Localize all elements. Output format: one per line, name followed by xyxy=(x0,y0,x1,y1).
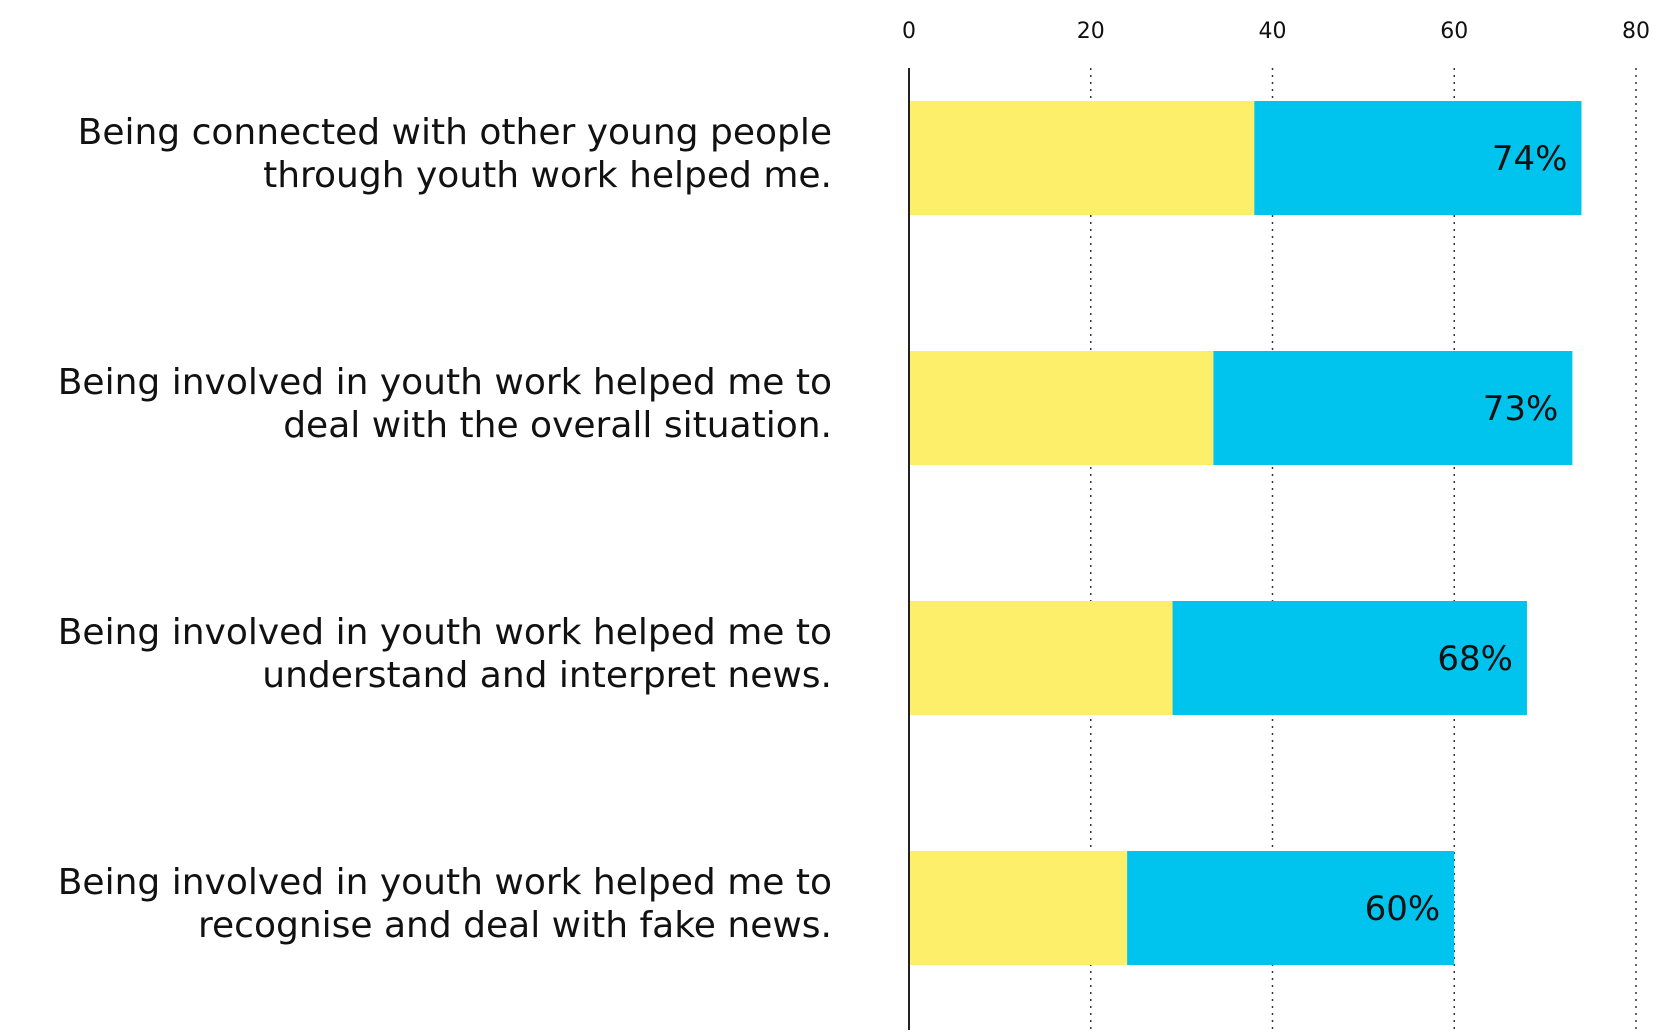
x-axis: 0 20 40 60 80 xyxy=(902,19,1650,1030)
category-labels: Being connected with other young peoplet… xyxy=(58,112,832,946)
category-label: understand and interpret news. xyxy=(262,655,832,696)
data-label: 68% xyxy=(1437,639,1513,679)
category-label: through youth work helped me. xyxy=(263,155,832,196)
category-label: Being connected with other young people xyxy=(78,112,832,153)
data-labels: 74% 73% 68% 60% xyxy=(1365,139,1568,929)
bar-segment-1 xyxy=(909,351,1214,465)
x-tick-label: 40 xyxy=(1259,19,1287,44)
bar-segment-1 xyxy=(909,601,1173,715)
bar-segment-2 xyxy=(1127,851,1455,965)
x-tick-label: 20 xyxy=(1077,19,1105,44)
bar-segment-2 xyxy=(1254,101,1582,215)
data-label: 73% xyxy=(1483,389,1559,429)
data-label: 60% xyxy=(1365,889,1441,929)
bars xyxy=(909,101,1582,965)
category-label: Being involved in youth work helped me t… xyxy=(58,362,832,403)
x-tick-label: 60 xyxy=(1440,19,1468,44)
bar-segment-1 xyxy=(909,851,1128,965)
category-label: deal with the overall situation. xyxy=(283,405,832,446)
bar-segment-2 xyxy=(1213,351,1573,465)
x-tick-label: 0 xyxy=(902,19,916,44)
bar-segment-2 xyxy=(1172,601,1527,715)
category-label: Being involved in youth work helped me t… xyxy=(58,612,832,653)
bar-segment-1 xyxy=(909,101,1255,215)
data-label: 74% xyxy=(1492,139,1568,179)
category-label: Being involved in youth work helped me t… xyxy=(58,862,832,903)
x-tick-label: 80 xyxy=(1622,19,1650,44)
category-label: recognise and deal with fake news. xyxy=(198,905,832,946)
